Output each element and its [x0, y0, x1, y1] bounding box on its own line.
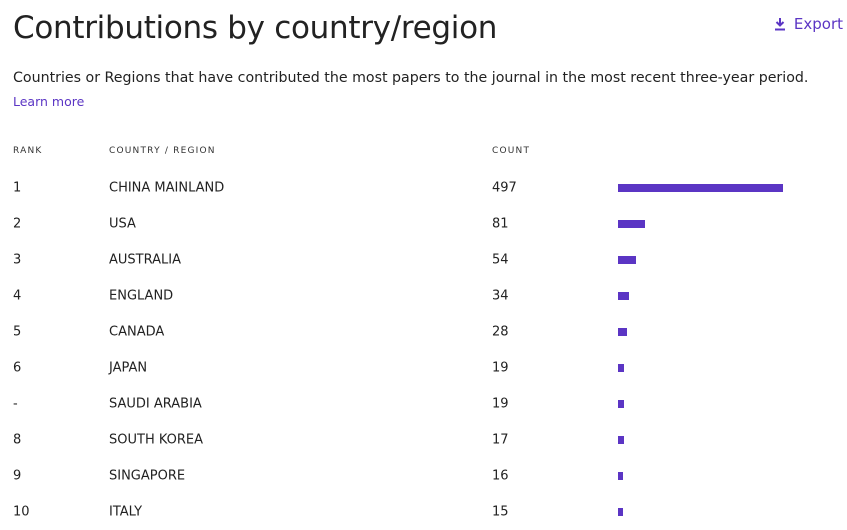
country: SAUDI ARABIA: [109, 396, 202, 412]
count: 19: [492, 360, 509, 376]
country: USA: [109, 216, 136, 232]
count-bar: [618, 508, 623, 516]
title: Contributions by country/region: [13, 10, 498, 46]
count: 17: [492, 432, 509, 448]
country: ENGLAND: [109, 288, 174, 304]
export-label: Export: [793, 15, 843, 33]
count-bar: [618, 292, 630, 300]
count: 16: [492, 468, 509, 484]
rank: 5: [13, 324, 22, 340]
count: 19: [492, 396, 509, 412]
count: 15: [492, 504, 509, 520]
count: 54: [492, 252, 509, 268]
count-bar: [618, 436, 624, 444]
country: CHINA MAINLAND: [109, 180, 225, 196]
description-text: Countries or Regions that have contribut…: [13, 70, 809, 86]
count-bar: [618, 400, 625, 408]
country: JAPAN: [109, 360, 148, 376]
count-bar: [618, 220, 645, 228]
rank: 6: [13, 360, 22, 376]
count-bar: [618, 184, 783, 192]
count: 81: [492, 216, 509, 232]
column-header: COUNT: [492, 146, 531, 156]
rank: 9: [13, 468, 22, 484]
country: AUSTRALIA: [109, 252, 181, 268]
country: ITALY: [109, 504, 143, 520]
column-header: COUNTRY / REGION: [109, 146, 216, 156]
rank: 3: [13, 252, 22, 268]
count-bar: [618, 256, 636, 264]
count: 28: [492, 324, 509, 340]
column-header: RANK: [13, 146, 43, 156]
description: Countries or Regions that have contribut…: [13, 66, 833, 114]
rank: 10: [13, 504, 30, 520]
country: SINGAPORE: [109, 468, 186, 484]
rank: -: [13, 396, 18, 412]
rank: 8: [13, 432, 22, 448]
rank: 2: [13, 216, 22, 232]
count-bar: [618, 472, 624, 480]
count: 34: [492, 288, 509, 304]
country: CANADA: [109, 324, 165, 340]
rank: 4: [13, 288, 22, 304]
download-icon: [774, 17, 785, 30]
learn-more-link[interactable]: Learn more: [13, 94, 85, 109]
country: SOUTH KOREA: [109, 432, 204, 448]
count-bar: [618, 328, 628, 336]
rank: 1: [13, 180, 22, 196]
count-bar: [618, 364, 625, 372]
count: 497: [492, 180, 517, 196]
export-button[interactable]: Export: [774, 15, 843, 33]
